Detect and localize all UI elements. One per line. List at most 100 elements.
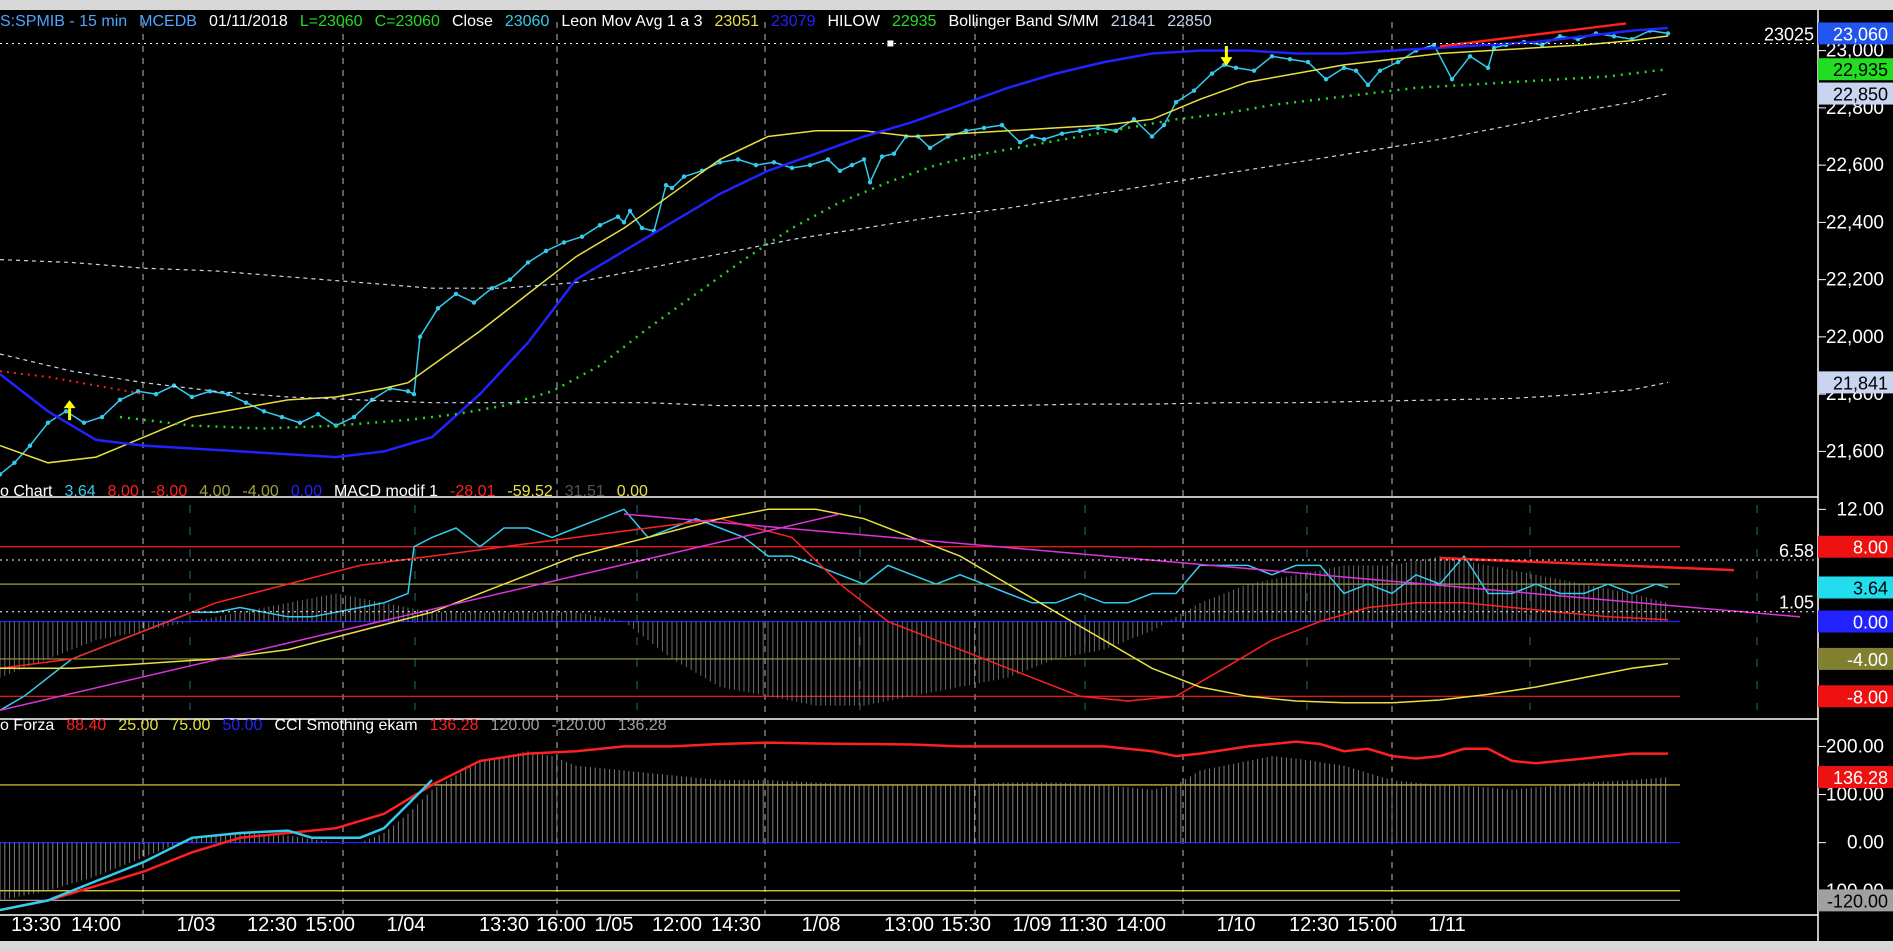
price-point: [771, 160, 777, 165]
price-point: [207, 389, 213, 394]
price-point: [1095, 125, 1101, 131]
price-point: [807, 162, 813, 168]
price-point: [99, 414, 105, 420]
price-point: [1449, 77, 1455, 82]
crosshair-value: 23025: [1764, 24, 1814, 44]
price-point: [1173, 99, 1179, 105]
header-label-price: 22850: [1167, 13, 1212, 30]
price-point: [543, 248, 549, 254]
price-point: [351, 414, 357, 420]
price-point: [315, 411, 321, 417]
header-label-macd: -4.00: [242, 483, 279, 500]
price-point: [735, 157, 741, 162]
y-tick-label: 200.00: [1826, 736, 1884, 757]
price-point: [579, 234, 585, 239]
price-point: [27, 443, 33, 448]
price-point: [891, 151, 897, 156]
price-point: [849, 162, 855, 168]
header-label-cci: 88.40: [66, 717, 106, 734]
price-badge: [1818, 889, 1893, 912]
header-label-price: HILOW: [828, 13, 881, 30]
price-point: [627, 208, 633, 214]
price-badge: [1818, 58, 1893, 81]
price-point: [171, 383, 177, 388]
price-point: [561, 240, 567, 245]
price-point: [63, 409, 69, 414]
price-point: [1323, 77, 1329, 82]
x-tick-label: 1/04: [387, 914, 426, 936]
x-tick-label: 1/08: [802, 914, 841, 936]
price-point: [1305, 59, 1311, 65]
price-point: [1557, 34, 1563, 39]
y-tick-label: 23,000: [1826, 41, 1884, 62]
header-label-cci: 75.00: [170, 717, 210, 734]
x-tick-label: 14:00: [1116, 914, 1166, 936]
price-point: [621, 220, 627, 225]
header-label-macd: -59.52: [507, 483, 552, 500]
header-label-price: C=23060: [375, 13, 440, 30]
series-line-cci: [0, 779, 433, 912]
x-tick-label: 1/09: [1013, 914, 1052, 936]
price-point: [945, 134, 951, 139]
red-trendline[interactable]: [1439, 22, 1627, 48]
header-label-macd: -28.01: [450, 483, 495, 500]
price-point: [279, 414, 285, 420]
price-badge-label: 22,935: [1833, 60, 1888, 80]
price-point: [681, 174, 687, 179]
price-point: [825, 157, 831, 162]
price-point: [789, 165, 795, 171]
header-label-price: 23051: [715, 13, 760, 30]
price-point: [597, 223, 603, 228]
x-tick-label: 14:30: [711, 914, 761, 936]
x-tick-label: 12:00: [652, 914, 702, 936]
price-point: [405, 389, 411, 394]
price-point: [1041, 137, 1047, 142]
price-point: [1209, 71, 1215, 76]
price-badge-label: -8.00: [1847, 687, 1888, 707]
price-point: [1491, 45, 1497, 50]
series-line-22935: [119, 67, 1669, 430]
price-badge: [1818, 766, 1893, 789]
price-badge-label: -120.00: [1827, 891, 1888, 911]
red-trendline[interactable]: [1439, 556, 1735, 572]
header-label-macd: 0.00: [617, 483, 648, 500]
price-badge: [1818, 576, 1893, 599]
header-label-cci: o Forza: [0, 717, 54, 734]
price-point: [81, 420, 87, 425]
header-label-macd: 0.00: [291, 483, 322, 500]
price-point: [0, 472, 3, 477]
price-point: [411, 391, 417, 397]
series-line--59-52: [0, 508, 1669, 704]
price-badge: [1818, 647, 1893, 670]
price-badge: [1818, 685, 1893, 708]
price-badge: [1818, 22, 1893, 45]
price-point: [1029, 134, 1035, 139]
crosshair-value: 6.58: [1779, 541, 1814, 561]
price-point: [261, 409, 267, 414]
price-point: [1233, 65, 1239, 71]
price-point: [153, 391, 159, 397]
price-point: [963, 128, 969, 133]
price-point: [471, 300, 477, 305]
price-badge-label: 23,060: [1833, 24, 1888, 44]
y-tick-label: 100.00: [1826, 785, 1884, 806]
header-label-price: 23079: [771, 13, 816, 30]
header-label-price: Close: [452, 13, 493, 30]
x-tick-label: 1/11: [1428, 914, 1465, 936]
price-point: [1341, 65, 1347, 71]
down-arrow-icon: [1220, 57, 1233, 67]
x-tick-label: 15:00: [305, 914, 355, 936]
price-point: [861, 157, 867, 162]
price-point: [1377, 68, 1383, 73]
price-point: [1113, 128, 1119, 133]
series-line-23051: [0, 35, 1669, 464]
header-label-price: 23060: [505, 13, 550, 30]
price-point: [1467, 54, 1473, 59]
x-tick-label: 1/05: [595, 914, 634, 936]
price-point: [12, 460, 17, 466]
header-label-macd: MACD modif 1: [334, 483, 438, 500]
header-label-price: MCEDB: [139, 13, 197, 30]
price-point: [1131, 117, 1137, 122]
